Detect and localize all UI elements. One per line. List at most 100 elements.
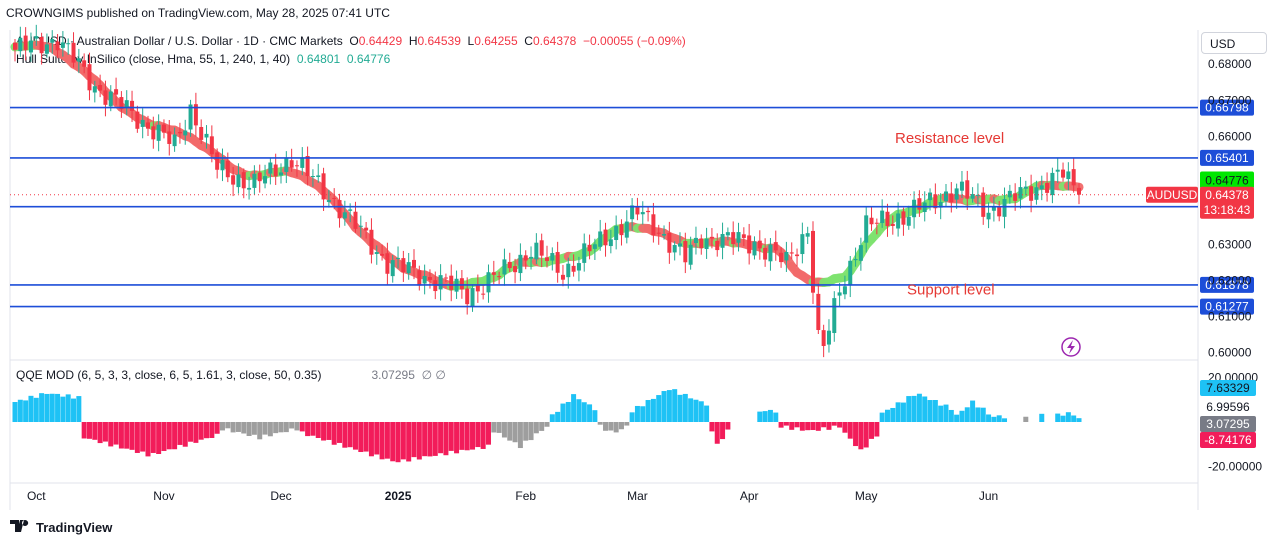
candle-body bbox=[949, 193, 954, 203]
qqe-bar bbox=[895, 402, 901, 422]
candle-body bbox=[757, 240, 762, 249]
qqe-bar bbox=[613, 422, 619, 433]
candle-body bbox=[890, 223, 895, 226]
candle-body bbox=[848, 260, 853, 286]
candle-body bbox=[193, 104, 198, 126]
qqe-bar bbox=[853, 422, 859, 447]
qqe-bar bbox=[92, 422, 98, 440]
symbol-legend[interactable]: AUDUSD · Australian Dollar / U.S. Dollar… bbox=[16, 34, 686, 48]
qqe-bar bbox=[704, 405, 710, 422]
qqe-tick-label: -20.00000 bbox=[1208, 459, 1262, 473]
candle-body bbox=[917, 198, 922, 210]
candle-body bbox=[82, 60, 87, 67]
qqe-bar bbox=[49, 393, 55, 422]
qqe-bar bbox=[406, 422, 412, 462]
candle-body bbox=[523, 255, 528, 261]
qqe-bar bbox=[241, 422, 247, 434]
candle-body bbox=[103, 90, 108, 105]
currency-button[interactable]: USD bbox=[1201, 32, 1267, 54]
qqe-bar bbox=[267, 422, 273, 437]
candle-body bbox=[310, 175, 315, 177]
time-tick-label: Oct bbox=[27, 489, 46, 503]
resistance-annotation: Resistance level bbox=[895, 130, 1004, 147]
qqe-bar bbox=[789, 422, 795, 430]
candle-body bbox=[1034, 187, 1039, 200]
candle-body bbox=[965, 180, 970, 199]
qqe-bar bbox=[555, 411, 561, 422]
candle-body bbox=[933, 194, 938, 209]
candle-body bbox=[44, 44, 49, 54]
candle-body bbox=[241, 172, 246, 189]
qqe-bar bbox=[773, 412, 779, 422]
candle-body bbox=[167, 131, 172, 144]
qqe-bar bbox=[507, 422, 513, 441]
price-tick-label: 0.68000 bbox=[1208, 57, 1252, 71]
footer-brand[interactable]: TradingView bbox=[10, 520, 112, 535]
qqe-bar bbox=[156, 422, 162, 454]
qqe-bar bbox=[395, 422, 401, 463]
qqe-bar bbox=[384, 422, 390, 459]
candle-body bbox=[486, 272, 491, 293]
candle-body bbox=[598, 231, 603, 247]
candle-body bbox=[768, 244, 773, 262]
candle-body bbox=[832, 298, 837, 334]
candle-body bbox=[396, 257, 401, 259]
qqe-bar bbox=[278, 422, 284, 433]
candle-body bbox=[731, 232, 736, 245]
qqe-bar bbox=[225, 422, 231, 429]
qqe-title[interactable]: QQE MOD (6, 5, 3, 3, close, 6, 5, 1.61, … bbox=[16, 368, 322, 382]
candle-body bbox=[683, 241, 688, 263]
candle-body bbox=[406, 262, 411, 274]
ohlc-high-label: H bbox=[408, 34, 418, 48]
candle-body bbox=[422, 275, 427, 284]
symbol-title[interactable]: AUDUSD · Australian Dollar / U.S. Dollar… bbox=[16, 34, 343, 48]
price-tick-label: 0.61000 bbox=[1208, 310, 1252, 324]
qqe-bar bbox=[60, 396, 66, 422]
qqe-bar bbox=[916, 393, 922, 422]
qqe-bar bbox=[347, 422, 353, 448]
candle-body bbox=[34, 36, 39, 39]
qqe-bar bbox=[416, 422, 422, 460]
qqe-bar bbox=[262, 422, 268, 435]
candle-body bbox=[837, 292, 842, 296]
qqe-value-label: 3.07295 bbox=[1206, 417, 1250, 431]
publisher-line: CROWNGIMS published on TradingView.com, … bbox=[6, 6, 390, 20]
qqe-bar bbox=[172, 422, 178, 450]
qqe-bar bbox=[714, 422, 720, 444]
candle-body bbox=[188, 104, 193, 130]
qqe-bar bbox=[842, 422, 848, 433]
qqe-bar bbox=[879, 412, 885, 422]
candle-body bbox=[289, 160, 294, 168]
candle-body bbox=[906, 216, 911, 226]
candle-body bbox=[337, 200, 342, 219]
candle-body bbox=[491, 272, 496, 275]
qqe-bar bbox=[368, 422, 374, 457]
symbol-tag-box bbox=[1146, 186, 1198, 203]
qqe-bar bbox=[44, 393, 50, 422]
candle-body bbox=[316, 175, 321, 178]
candle-body bbox=[502, 259, 507, 275]
candle-body bbox=[459, 278, 464, 290]
candle-body bbox=[821, 330, 826, 346]
candle-body bbox=[438, 275, 443, 290]
candle-body bbox=[858, 245, 863, 261]
qqe-bar bbox=[927, 400, 933, 422]
candle-body bbox=[348, 209, 353, 211]
candle-body bbox=[656, 232, 661, 234]
ohlc-high: 0.64539 bbox=[417, 34, 461, 48]
candle-body bbox=[576, 263, 581, 271]
qqe-bar bbox=[560, 403, 566, 422]
qqe-bar bbox=[533, 422, 539, 434]
footer-brand-label: TradingView bbox=[36, 520, 113, 535]
qqe-bar bbox=[188, 422, 194, 442]
hull-value-2: 0.64776 bbox=[346, 52, 391, 66]
qqe-bar bbox=[363, 422, 369, 452]
qqe-bar bbox=[884, 409, 890, 422]
qqe-bar bbox=[219, 422, 225, 431]
qqe-bar bbox=[996, 415, 1002, 422]
qqe-legend[interactable]: QQE MOD (6, 5, 3, 3, close, 6, 5, 1.61, … bbox=[16, 368, 446, 382]
qqe-bar bbox=[645, 400, 651, 422]
candle-body bbox=[326, 200, 331, 202]
qqe-bar bbox=[209, 422, 215, 438]
